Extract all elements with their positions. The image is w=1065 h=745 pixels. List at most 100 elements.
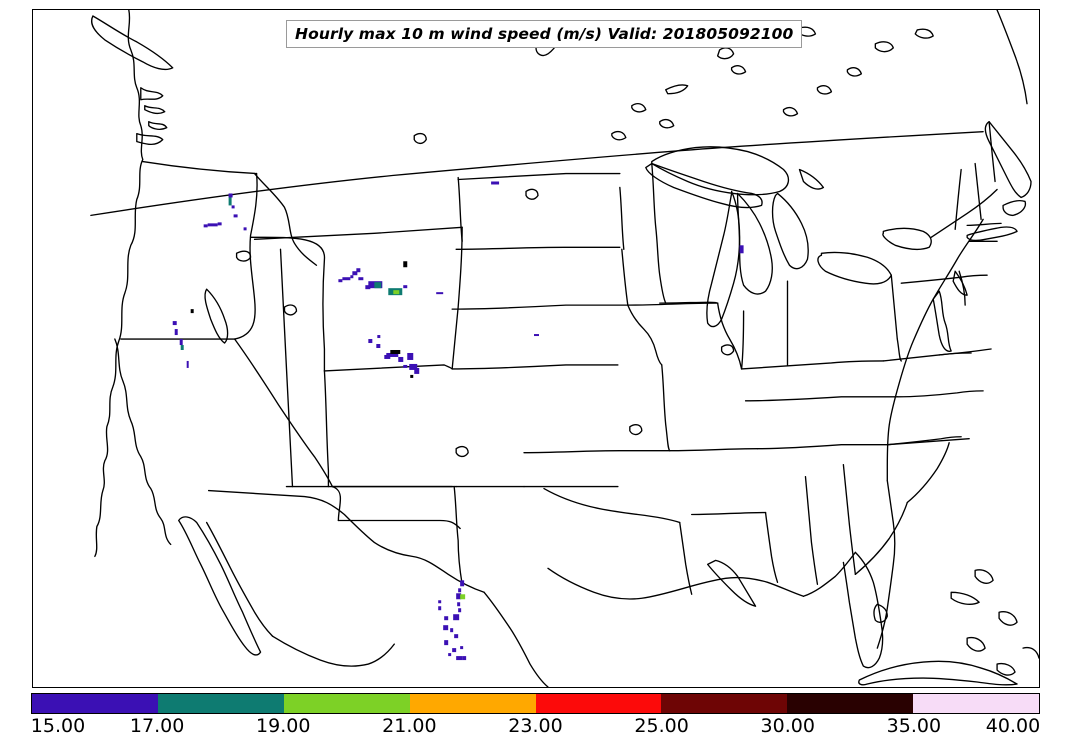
sd-nd-border	[455, 246, 621, 250]
canada-coast-north	[996, 10, 1028, 105]
cuba	[858, 660, 1018, 686]
ms-tn-ky-border	[756, 444, 888, 450]
figure-title-box: Hourly max 10 m wind speed (m/s) Valid: …	[286, 20, 803, 48]
gulf-coast	[547, 567, 805, 600]
georgian-bay	[798, 168, 825, 190]
il-in-border	[740, 310, 745, 370]
ma-ct-ri-border	[966, 222, 1002, 227]
colorbar-tick-label: 35.00	[886, 715, 942, 737]
al-ga-border	[842, 463, 857, 576]
ga-sc-nc-border	[854, 501, 908, 576]
canada-lake-4	[874, 41, 894, 53]
colorbar-tick-labels: 15.00 17.00 19.00 21.00 23.00 25.00 30.00 35.00…	[0, 715, 1065, 743]
florida-lake	[873, 603, 888, 623]
colorbar-tick-label: 30.00	[760, 715, 815, 737]
mt-nd-sd-border	[457, 176, 463, 242]
pacific-coast	[94, 10, 144, 558]
colorbar-segment	[661, 694, 788, 713]
ne-ia-mo-border	[627, 304, 663, 366]
colorbar	[31, 693, 1040, 714]
vancouver-island	[90, 15, 174, 71]
long-island	[966, 226, 1018, 242]
mn-ia-border	[627, 302, 719, 306]
puget-sound-detail	[140, 87, 168, 130]
ok-tx-red-river	[543, 487, 681, 524]
data-cluster-west-texas	[438, 580, 467, 661]
la-ms-border	[764, 511, 779, 583]
va-nc-line	[886, 438, 970, 446]
mexico-east-coast	[483, 591, 549, 687]
wind-speed-data	[172, 181, 744, 661]
lake-erie	[817, 251, 892, 285]
misc-detail-3	[455, 445, 469, 458]
bahamas-2	[974, 569, 994, 584]
tn-ky-border	[744, 396, 898, 402]
lake-huron	[771, 192, 809, 270]
page-title: Hourly max 10 m wind speed (m/s) Valid: …	[295, 25, 794, 43]
misc-detail-6	[283, 304, 298, 316]
nv-ut-border	[279, 248, 294, 488]
colorbar-tick-label: 17.00	[129, 715, 185, 737]
us-canada-border	[90, 130, 984, 217]
colorbar-segment	[913, 694, 1039, 713]
wy-sd-ne-border	[451, 226, 463, 370]
california-coast	[114, 338, 172, 546]
map-canvas	[90, 10, 1039, 687]
nv-ca-border	[233, 338, 334, 488]
maine-coast	[984, 120, 1032, 199]
nj-border	[958, 270, 966, 306]
sd-mn-ia-border	[621, 248, 629, 306]
oh-pa-border	[890, 274, 902, 362]
nm-mexico-border	[337, 519, 461, 530]
mexico-coast	[271, 635, 395, 667]
wi-mi-border	[651, 162, 667, 304]
ny-vt-nh-border	[954, 168, 962, 231]
data-cluster-central-colorado	[368, 335, 420, 378]
data-cluster-nevada-california	[172, 309, 194, 368]
co-ks-ne-border	[451, 364, 619, 370]
bahamas-4	[966, 637, 986, 652]
hudson-bay-bits	[611, 102, 675, 141]
nh-me-border	[988, 120, 996, 183]
mexico-us-border	[207, 489, 485, 593]
ar-la-border	[691, 511, 767, 516]
colorbar-tick-label: 23.00	[508, 715, 563, 737]
ky-oh-in-border	[740, 360, 884, 370]
colorbar-segment	[32, 694, 158, 713]
canada-lake-1	[665, 84, 689, 95]
or-id-border	[233, 172, 258, 340]
bahamas-1	[950, 591, 980, 605]
mo-ar-border	[669, 448, 759, 452]
lake-superior	[651, 146, 790, 196]
ks-mo-border	[661, 364, 671, 452]
florida-east-coast	[876, 479, 896, 649]
misc-detail-7	[413, 132, 427, 145]
florida-peninsula	[842, 551, 884, 669]
olympic-peninsula	[136, 132, 164, 146]
vt-nh-border	[974, 162, 982, 221]
data-scattered-minor	[491, 181, 539, 337]
wv-pa-border	[882, 352, 972, 362]
colorbar-segment	[787, 694, 914, 713]
map-panel	[32, 9, 1040, 688]
canada-lake-2	[716, 47, 735, 60]
colorbar-tick-label: 25.00	[634, 715, 689, 737]
tx-east-border	[679, 521, 693, 595]
misc-detail-8	[525, 188, 539, 200]
baja-california	[178, 516, 262, 656]
gulf-of-california	[205, 521, 274, 637]
wi-il-border	[659, 301, 719, 304]
pa-md-line	[938, 348, 992, 356]
colorbar-segment	[409, 694, 536, 713]
colorbar-tick-label: 15.00	[30, 715, 86, 737]
michigan-upper-peninsula	[645, 162, 763, 209]
misc-detail-4	[629, 424, 643, 436]
colorbar-tick-label: 40.00	[985, 715, 1041, 737]
data-cluster-michigan	[739, 245, 744, 254]
canada-lake-5	[914, 28, 934, 39]
florida-panhandle	[802, 551, 857, 597]
data-cluster-wyoming-colorado	[338, 261, 444, 296]
chesapeake-bay	[932, 290, 952, 352]
ks-ok-border	[523, 450, 671, 454]
